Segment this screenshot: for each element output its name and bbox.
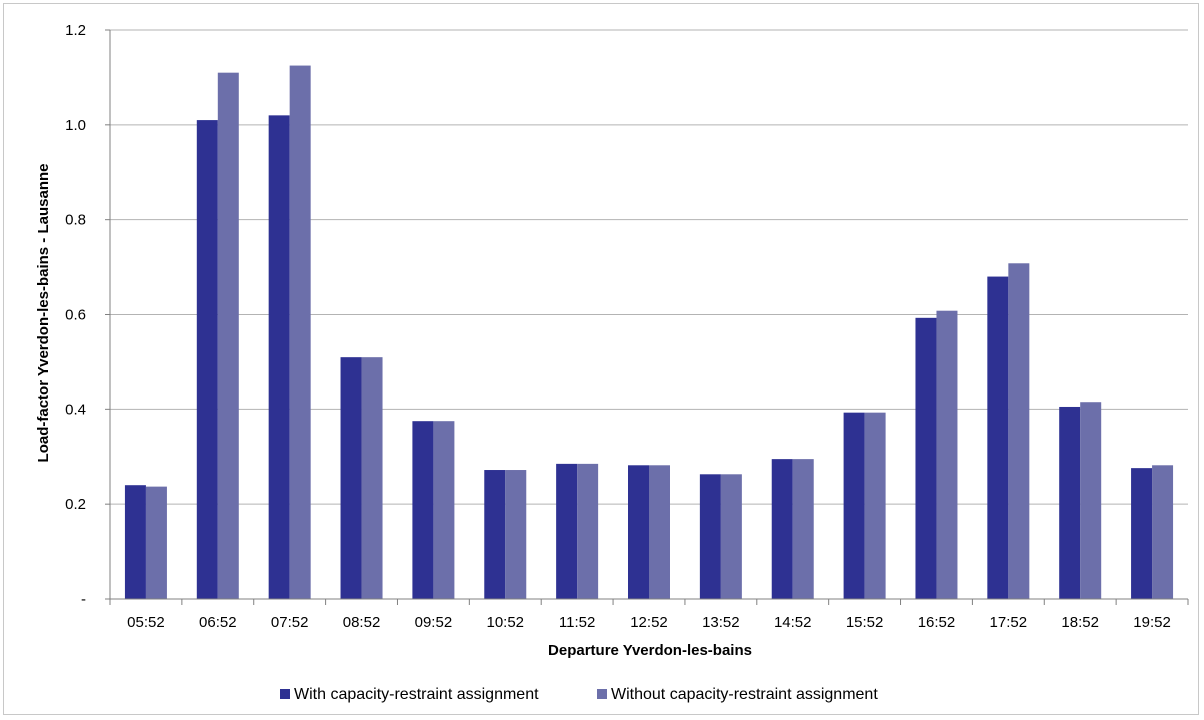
bar	[1131, 468, 1153, 599]
legend-label: With capacity-restraint assignment	[294, 686, 539, 703]
legend-label: Without capacity-restraint assignment	[611, 686, 878, 703]
x-tick-label: 11:52	[559, 614, 595, 631]
bar	[936, 310, 958, 599]
y-tick-labels: - 0.2 0.4 0.6 0.8 1.0 1.2	[65, 22, 86, 608]
bar	[577, 463, 599, 599]
bar	[1080, 402, 1102, 599]
bar	[792, 459, 814, 599]
y-tick-label: 0.4	[65, 401, 86, 418]
axes	[105, 29, 1189, 605]
bars	[124, 65, 1174, 600]
bar	[1059, 406, 1081, 599]
y-tick-label: 1.0	[65, 117, 86, 134]
y-tick-label: 0.2	[65, 496, 86, 513]
y-tick-label: -	[81, 591, 86, 608]
bar	[340, 357, 362, 599]
bar	[699, 474, 721, 599]
x-tick-label: 12:52	[630, 614, 668, 631]
bar	[843, 412, 865, 599]
x-tick-label: 06:52	[199, 614, 237, 631]
bar	[433, 421, 455, 599]
bar	[864, 412, 886, 599]
x-tick-label: 19:52	[1133, 614, 1171, 631]
bar	[987, 276, 1009, 599]
x-tick-label: 14:52	[774, 614, 812, 631]
bar	[361, 357, 383, 599]
bar	[915, 317, 937, 599]
x-tick-label: 17:52	[990, 614, 1028, 631]
x-tick-label: 07:52	[271, 614, 309, 631]
y-tick-label: 1.2	[65, 22, 86, 39]
legend-swatch	[597, 689, 607, 699]
bar	[268, 115, 290, 599]
bar	[720, 474, 742, 599]
bar	[289, 65, 311, 599]
bar	[628, 465, 649, 599]
bar	[649, 465, 670, 599]
y-axis-title: Load-factor Yverdon-les-bains - Lausanne	[35, 164, 52, 463]
bar	[771, 459, 793, 599]
x-tick-label: 08:52	[343, 614, 381, 631]
bar	[556, 463, 578, 599]
x-tick-labels: 05:52 06:52 07:52 08:52 09:52 10:52 11:52 12:52…	[127, 614, 1171, 631]
bar	[505, 470, 527, 599]
y-tick-label: 0.8	[65, 212, 86, 229]
x-tick-label: 10:52	[486, 614, 524, 631]
bar	[1008, 263, 1030, 599]
y-tick-label: 0.6	[65, 307, 86, 324]
x-tick-label: 09:52	[415, 614, 453, 631]
bar	[124, 485, 146, 599]
legend: With capacity-restraint assignment Withou…	[280, 686, 878, 703]
bar	[145, 486, 167, 599]
bar	[484, 470, 506, 599]
x-tick-label: 13:52	[702, 614, 740, 631]
x-tick-label: 16:52	[918, 614, 956, 631]
bar	[1152, 465, 1174, 599]
x-tick-label: 18:52	[1061, 614, 1099, 631]
bar	[412, 421, 434, 599]
bar	[196, 120, 218, 599]
x-tick-label: 05:52	[127, 614, 165, 631]
x-axis-title: Departure Yverdon-les-bains	[548, 642, 752, 659]
bar	[217, 72, 239, 600]
x-tick-label: 15:52	[846, 614, 884, 631]
legend-swatch	[280, 689, 290, 699]
